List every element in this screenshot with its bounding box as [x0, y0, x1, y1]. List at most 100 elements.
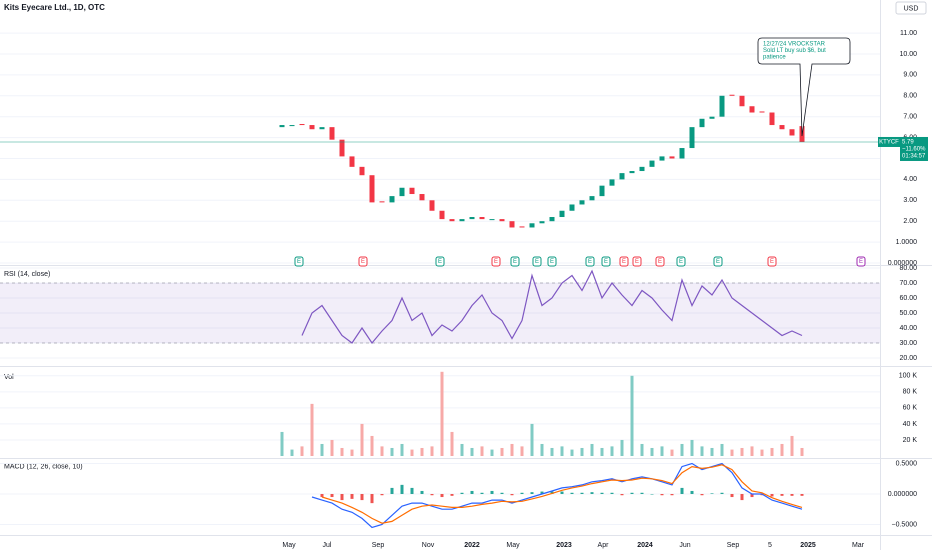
volume-bar [370, 435, 374, 456]
macd-histogram [620, 494, 624, 496]
y-tick-label: 1.0000 [896, 239, 918, 246]
pane-title: RSI (14, close) [4, 271, 50, 278]
candle-body [469, 217, 475, 220]
volume-bar [420, 447, 424, 456]
volume-bar [800, 447, 804, 456]
event-marker [632, 256, 642, 267]
y-tick-label: 60 K [903, 405, 918, 412]
y-tick-label: 20.00 [899, 355, 917, 362]
y-tick-label: 7.00 [903, 114, 917, 121]
last-price: 5.79 [902, 140, 914, 146]
candle-body [329, 127, 335, 140]
candle-body [349, 156, 355, 167]
candle-body [719, 95, 725, 117]
volume-bar [510, 443, 514, 456]
signal-line [321, 464, 803, 524]
macd-histogram [680, 487, 684, 494]
event-marker [491, 256, 501, 267]
candle-body [369, 175, 375, 203]
volume-bar [440, 371, 444, 456]
y-tick-label: 60.00 [899, 295, 917, 302]
candle-body [529, 223, 535, 228]
macd-histogram [410, 487, 414, 494]
candle-body [559, 210, 565, 218]
macd-histogram [430, 494, 434, 496]
x-tick-label: Sep [727, 542, 740, 549]
macd-histogram [510, 494, 514, 496]
x-tick-label: Mar [852, 542, 865, 549]
macd-histogram [470, 490, 474, 494]
macd-histogram [370, 494, 374, 504]
macd-histogram [780, 494, 784, 496]
x-tick-label: Apr [598, 542, 610, 549]
volume-bar [430, 446, 434, 456]
candle-body [489, 219, 495, 221]
candle-body [649, 160, 655, 167]
volume-bar [650, 447, 654, 456]
event-label: E [859, 259, 863, 265]
volume-bar [580, 447, 584, 456]
x-tick-label: 5 [768, 542, 772, 549]
macd-histogram [610, 492, 614, 494]
y-tick-label: 9.00 [903, 72, 917, 79]
x-tick-label: May [282, 542, 296, 549]
volume-bar [470, 447, 474, 456]
volume-bar [710, 447, 714, 456]
macd-histogram [390, 487, 394, 494]
event-marker [619, 256, 629, 267]
volume-bar [680, 443, 684, 456]
macd-histogram [570, 492, 574, 494]
y-tick-label: 30.00 [899, 340, 917, 347]
candle-body [599, 185, 605, 197]
event-marker [547, 256, 557, 267]
candle-body [579, 200, 585, 205]
macd-histogram [730, 494, 734, 498]
volume-bar [600, 447, 604, 456]
volume-bar [300, 446, 304, 456]
event-label: E [716, 259, 720, 265]
event-marker [358, 256, 368, 267]
macd-histogram [340, 494, 344, 501]
macd-histogram [540, 491, 544, 494]
volume-bar [540, 443, 544, 456]
y-tick-label: 80.00 [899, 265, 917, 272]
candle-body [609, 179, 615, 186]
candle-body [479, 217, 485, 220]
macd-histogram [450, 494, 454, 496]
candle-body [789, 129, 795, 136]
volume-bar [770, 447, 774, 456]
macd-histogram [380, 494, 384, 496]
event-label: E [635, 259, 639, 265]
volume-bar [790, 435, 794, 456]
event-label: E [622, 259, 626, 265]
candle-body [539, 221, 545, 224]
macd-histogram [440, 494, 444, 498]
volume-bar [290, 449, 294, 456]
currency[interactable]: USD [904, 5, 919, 12]
volume-bar [500, 447, 504, 456]
candle-body [519, 226, 525, 228]
volume-bar [690, 439, 694, 456]
volume-bar [480, 446, 484, 456]
volume-bar [640, 443, 644, 456]
event-label: E [550, 259, 554, 265]
x-tick-label: Jun [679, 542, 690, 549]
macd-histogram [330, 494, 334, 498]
macd-histogram [700, 494, 704, 496]
candle-body [639, 166, 645, 172]
volume-bar [390, 447, 394, 456]
macd-histogram [580, 492, 584, 494]
annotation-text: patience [763, 55, 786, 61]
rsi-band [0, 283, 880, 343]
candle-body [739, 95, 745, 107]
currency-box[interactable] [895, 1, 927, 15]
macd-histogram [400, 484, 404, 494]
candle-body [769, 112, 775, 126]
candle-body [319, 127, 325, 130]
event-marker [713, 256, 723, 267]
event-label: E [361, 259, 365, 265]
event-label: E [494, 259, 498, 265]
pane: 11.0010.009.008.007.006.005.004.003.002.… [0, 30, 928, 267]
event-label: E [438, 259, 442, 265]
candle-body [729, 94, 735, 96]
